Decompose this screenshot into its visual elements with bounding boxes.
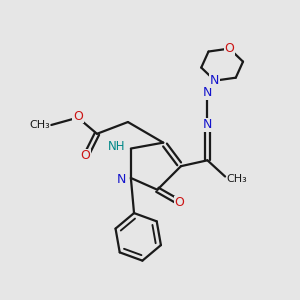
Text: N: N xyxy=(114,140,124,153)
Text: N: N xyxy=(203,86,212,99)
Text: N: N xyxy=(117,173,126,186)
Text: CH₃: CH₃ xyxy=(29,120,50,130)
Text: N: N xyxy=(210,74,220,87)
Text: NH: NH xyxy=(108,140,126,153)
Text: O: O xyxy=(80,149,90,162)
Text: O: O xyxy=(224,42,234,55)
Text: N: N xyxy=(203,118,212,131)
Text: N: N xyxy=(116,140,126,153)
Text: O: O xyxy=(73,110,83,123)
Text: N: N xyxy=(114,140,124,153)
Text: O: O xyxy=(175,196,184,209)
Text: CH₃: CH₃ xyxy=(226,174,247,184)
